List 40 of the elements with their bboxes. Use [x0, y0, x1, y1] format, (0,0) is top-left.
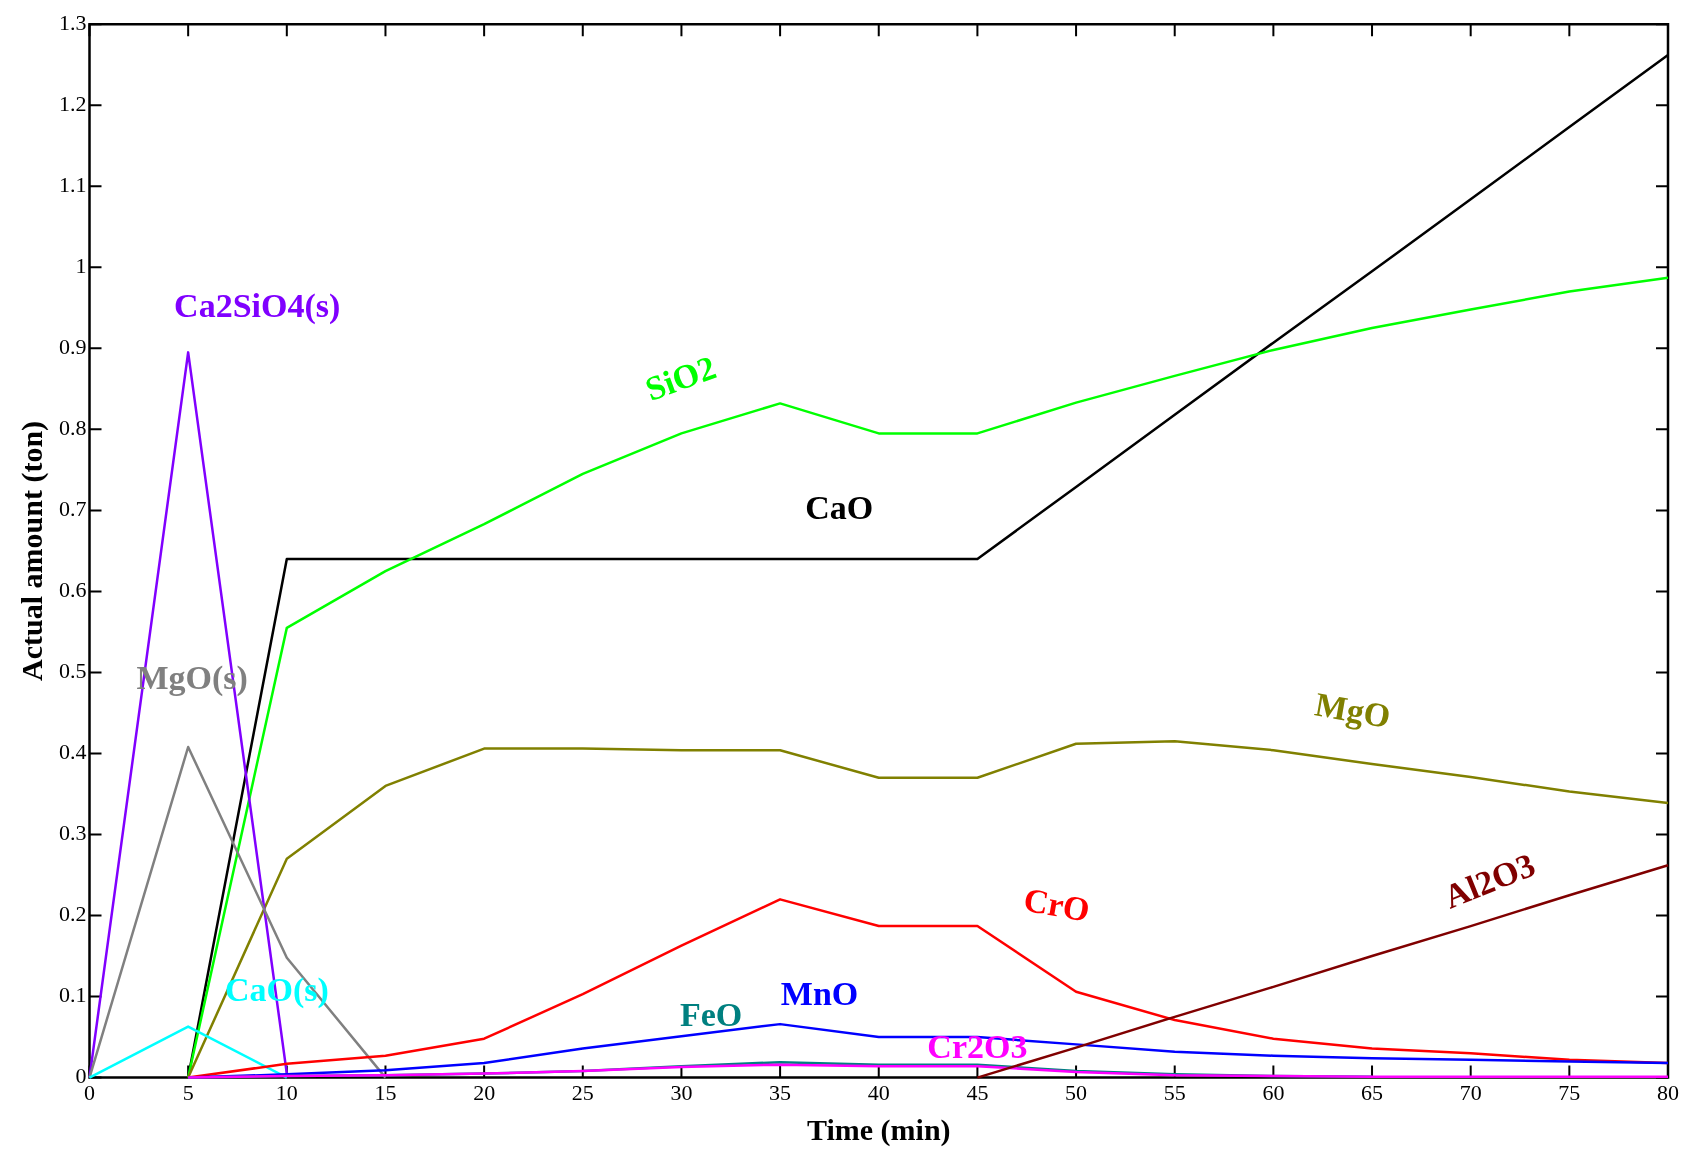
x-tick-label: 80	[1657, 1079, 1679, 1105]
x-tick-label: 5	[182, 1079, 194, 1105]
y-tick-label: 1.1	[59, 172, 87, 198]
x-axis-title: Time (min)	[806, 1112, 951, 1147]
x-tick-label: 45	[966, 1079, 989, 1105]
x-tick-label: 50	[1065, 1079, 1088, 1105]
text: CrO	[1021, 880, 1093, 929]
y-tick-label: 0.3	[59, 820, 87, 846]
y-tick-label: 1.3	[59, 9, 87, 35]
series-label: Cr2O3	[927, 1028, 1028, 1066]
y-tick-label: 0.4	[59, 739, 87, 765]
x-tick-label: 25	[571, 1079, 594, 1105]
y-tick-label: 0.8	[59, 415, 87, 441]
series-label: FeO	[679, 995, 743, 1033]
x-tick-label: 30	[670, 1079, 693, 1105]
x-tick-label: 65	[1361, 1079, 1384, 1105]
x-tick-label: 40	[867, 1079, 890, 1105]
x-tick-label: 70	[1459, 1079, 1482, 1105]
y-tick-label: 1.2	[59, 91, 87, 117]
x-tick-label: 15	[374, 1079, 397, 1105]
x-tick-label: 75	[1558, 1079, 1581, 1105]
x-tick-label: 60	[1262, 1079, 1285, 1105]
y-tick-label: 0.1	[59, 982, 87, 1008]
x-tick-label: 10	[275, 1079, 298, 1105]
series-label: Ca2SiO4(s)	[174, 286, 341, 325]
text: MgO	[1312, 685, 1394, 736]
series-label: MnO	[780, 975, 859, 1013]
x-tick-label: 35	[769, 1079, 792, 1105]
y-tick-label: 0.2	[59, 901, 87, 927]
series-label: CaO	[805, 489, 874, 527]
y-axis-title: Actual amount (ton)	[14, 420, 49, 681]
text: SiO2	[640, 348, 721, 408]
text: Al2O3	[1438, 845, 1541, 916]
y-tick-label: 0.7	[59, 496, 87, 522]
x-tick-label: 20	[473, 1079, 496, 1105]
x-tick-label: 55	[1163, 1079, 1186, 1105]
y-tick-label: 0.9	[59, 334, 87, 360]
y-tick-label: 0.6	[59, 577, 87, 603]
y-tick-label: 0.5	[59, 658, 87, 684]
y-tick-label: 1	[75, 253, 87, 279]
